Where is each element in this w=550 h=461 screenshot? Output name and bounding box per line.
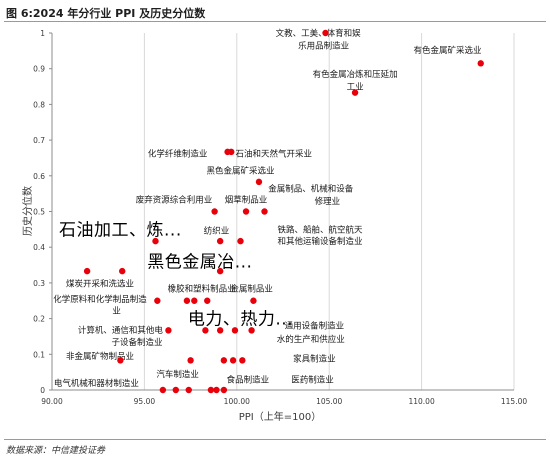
y-tick-label: 0.2 [33,315,45,324]
industry-label: 煤炭开采和洗选业 [66,279,134,290]
x-tick-label: 100.00 [224,397,250,406]
data-points [83,29,484,394]
x-tick-label: 95.00 [134,397,156,406]
industry-label: 化学纤维制造业 [148,149,208,160]
x-tick-label: 90.00 [41,397,63,406]
y-tick-label: 0.5 [33,208,45,217]
industry-label: 有色金属冶炼和压延加 [313,69,398,80]
x-tick-label: 110.00 [408,397,434,406]
x-axis-title: PPI（上年=100） [239,410,321,423]
y-tick-label: 0.6 [33,172,45,181]
industry-label: 业 [112,306,121,317]
data-point [154,297,161,304]
industry-label: 医药制造业 [291,374,334,385]
footer-divider [4,439,546,440]
source-note: 数据来源：中信建投证券 [6,446,106,456]
data-point [119,267,126,275]
data-point [165,327,172,334]
data-point [220,386,228,394]
industry-label: 烟草制品业 [225,195,268,206]
data-point [228,148,235,156]
industry-label: 金属制品业 [230,283,273,294]
data-point [229,357,237,364]
industry-label: 和其他运输设备制造业 [277,236,362,247]
truncated-label: 黑色金属冶... [147,252,252,272]
industry-label: 修理业 [315,196,341,207]
data-point [159,386,167,394]
truncated-label: 石油加工、炼... [59,220,182,240]
data-point [216,267,224,275]
data-point [187,357,194,364]
industry-label: 石油和天然气开采业 [236,149,313,160]
truncated-label: 电力、热力... [188,310,293,330]
industry-label: 文教、工美、体育和娱 [276,28,362,39]
data-point [213,386,220,394]
title-divider [4,21,546,22]
industry-label: 黑色金属矿采选业 [206,165,274,176]
industry-label: 橡胶和塑料制品业 [168,283,236,294]
data-point [261,208,268,215]
industry-label: 家具制造业 [293,354,336,365]
data-point [322,29,329,37]
gridlines [143,33,515,390]
y-axis-title: 历史分位数 [21,186,34,236]
y-tick-label: 0.7 [33,136,45,145]
industry-label: 工业 [347,82,364,93]
data-point [191,297,198,304]
y-tick-label: 0 [40,386,45,395]
data-point [216,327,224,334]
data-point [237,237,244,245]
data-point [204,297,211,304]
data-point [207,386,215,394]
industry-label: 通用设备制造业 [285,321,345,332]
industry-label: 水的生产和供应业 [277,334,345,345]
data-point [351,89,359,96]
industry-label: 食品制造业 [227,374,270,385]
industry-label: 非金属矿物制品业 [66,351,134,362]
figure-title: 图 6:2024 年分行业 PPI 及历史分位数 [6,7,206,20]
industry-label: 纺织业 [204,225,230,236]
y-tick-label: 0.4 [33,243,45,252]
data-point [248,327,255,334]
data-point [185,386,192,394]
data-point [242,208,250,215]
y-tick-label: 0.9 [33,65,45,74]
data-point [83,267,91,275]
industry-label: 汽车制造业 [156,369,199,380]
data-point [216,237,224,245]
data-point [117,357,124,364]
data-point [152,237,159,245]
data-point [231,327,239,334]
y-tick-label: 0.8 [33,100,45,109]
data-point [211,208,218,215]
y-tick-label: 1 [40,29,45,38]
industry-label: 金属制品、机械和设备 [268,183,354,194]
data-point [239,357,246,364]
data-point [202,327,209,334]
data-point [477,60,484,67]
axes: 90.00 95.00 100.00 105.00 110.00 115.00 0 0.1 0.… [33,29,527,406]
x-tick-label: 115.00 [501,397,527,406]
industry-label: 铁路、船舶、航空航天 [277,224,363,235]
industry-label: 乐用品制造业 [298,40,349,51]
data-point [172,386,180,394]
industry-label: 化学原料和化学制品制造 [53,294,147,305]
industry-label: 子设备制造业 [112,337,163,348]
data-point [220,357,228,364]
industry-label: 有色金属矿采选业 [413,45,481,56]
data-point [183,297,191,304]
y-tick-label: 0.3 [33,279,45,288]
industry-label: 废弃资源综合利用业 [136,195,213,206]
data-point [255,178,263,186]
industry-label: 电气机械和器材制造业 [54,378,139,389]
y-tick-label: 0.1 [33,350,45,359]
industry-label: 计算机、通信和其他电 [78,325,164,336]
data-point [250,297,257,304]
x-tick-label: 105.00 [316,397,342,406]
